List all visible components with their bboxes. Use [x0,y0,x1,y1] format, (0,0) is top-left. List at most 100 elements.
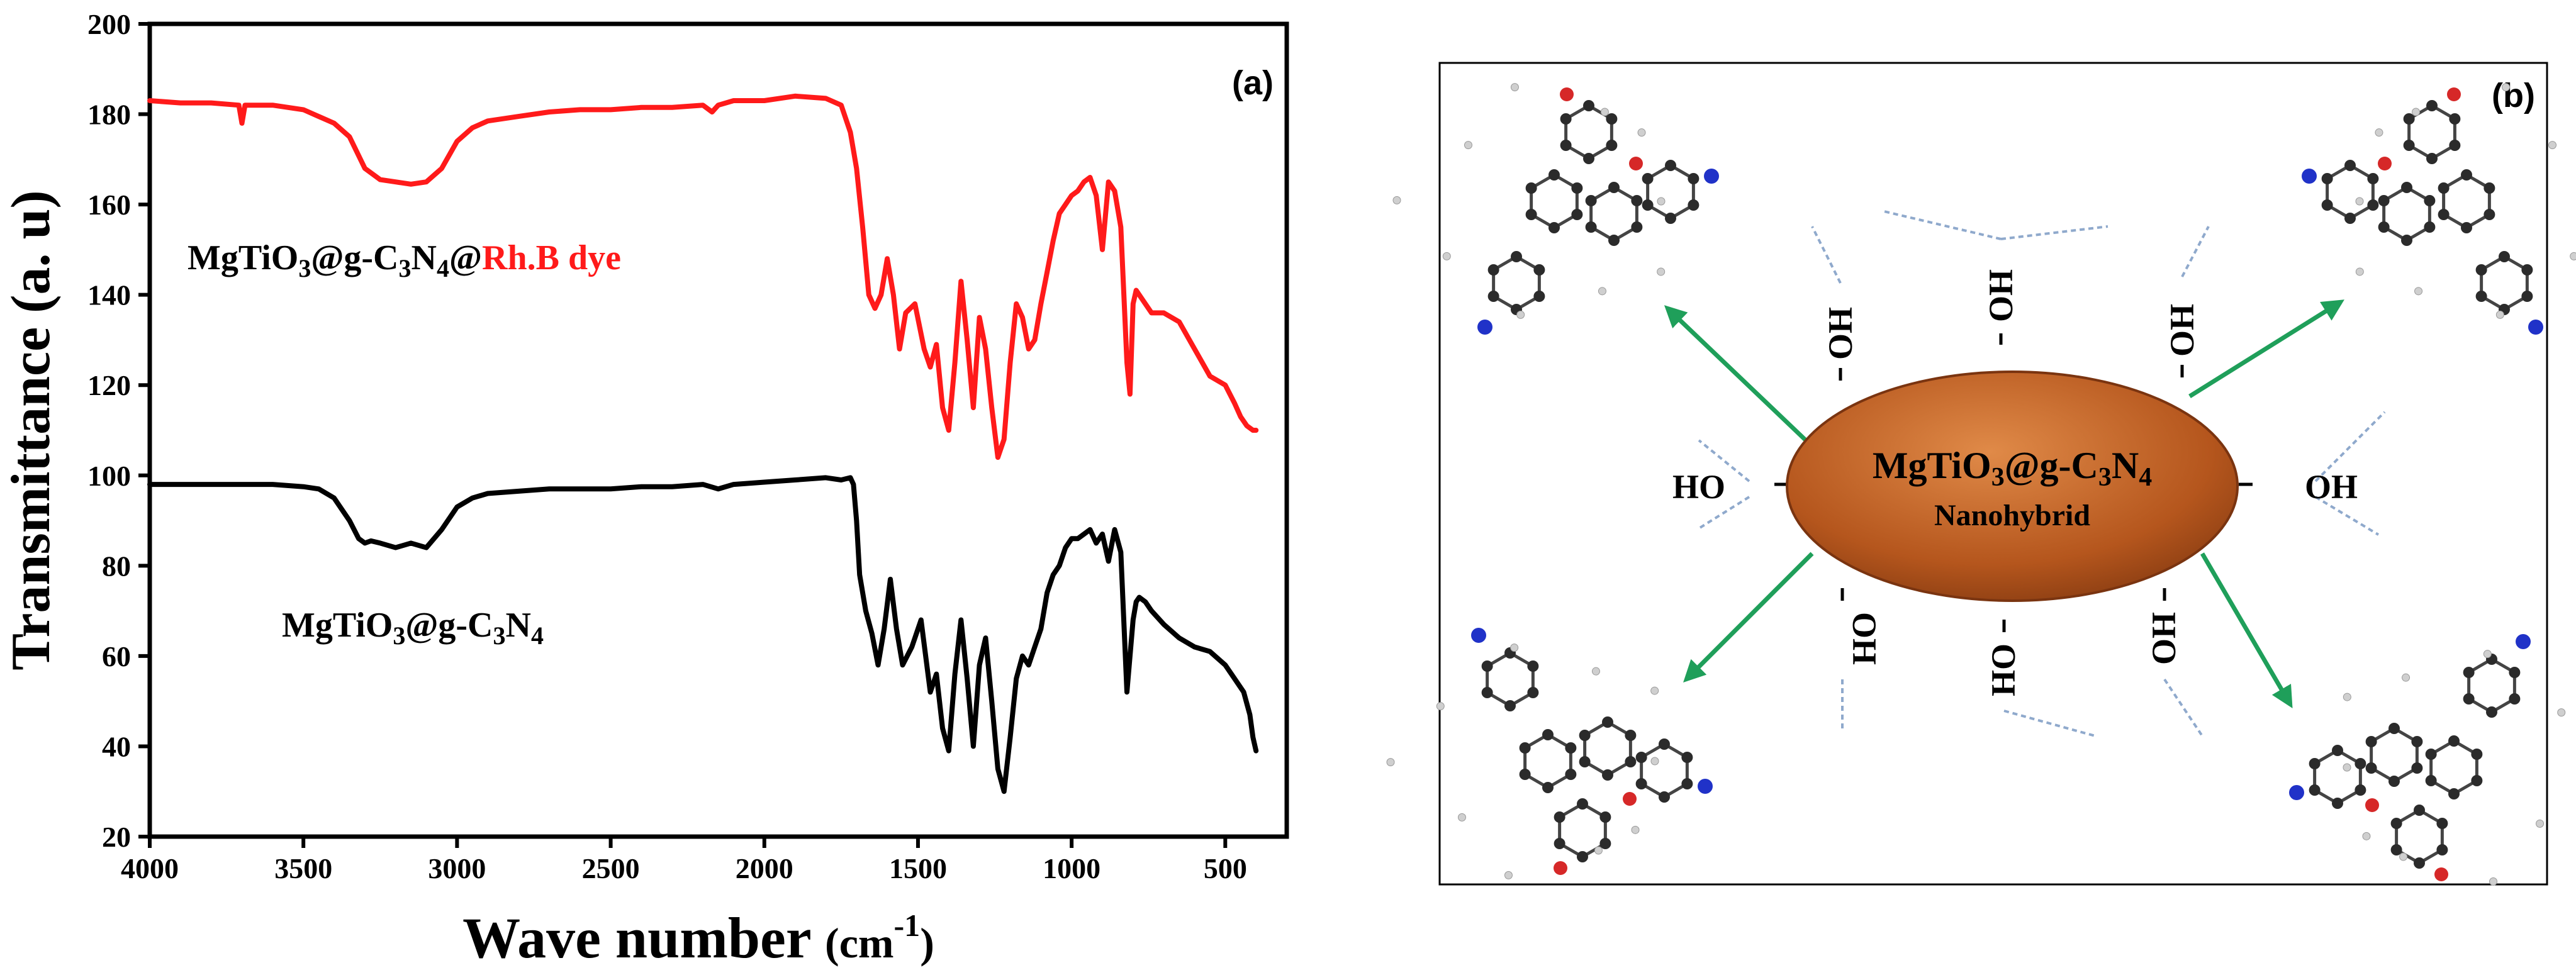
hydrogen-atom [1510,644,1519,652]
carbon-atom [2309,784,2321,796]
hydrogen-atom [2399,852,2408,861]
hydrogen-atom [2355,267,2364,276]
carbon-atom [1560,140,1572,151]
carbon-atom [2438,209,2450,220]
arrow-lower-left [1683,552,1814,682]
nitrogen-atom [2289,785,2304,800]
carbon-atom [1571,209,1583,220]
core-formula-part3: N [2112,445,2139,486]
hydrogen-atom [1594,846,1603,855]
x-tick-label: 4000 [121,852,179,884]
x-axis-title: Wave number (cm-1) [462,906,934,970]
carbon-atom [1542,729,1554,740]
x-tick-label: 2500 [582,852,640,884]
carbon-atom [2425,775,2437,786]
series-label-base-sub2: 3 [493,621,506,650]
carbon-atom [1659,791,1670,803]
hydrogen-atom [2412,108,2421,116]
oxygen-atom [1554,861,1567,875]
oxygen-atom [1560,87,1574,101]
x-axis-title-main: Wave number [462,906,825,970]
carbon-atom [1602,716,1613,728]
carbon-atom [2463,693,2475,705]
carbon-atom [2390,818,2402,829]
series-label-base-part1: MgTiO [282,606,393,645]
hydrogen-atom [2343,763,2351,772]
carbon-atom [2448,735,2460,747]
series-label-base-part2: @g-C [405,606,493,645]
hydrogen-atom [2375,128,2383,137]
carbon-atom [2344,213,2356,224]
series-label-rhb-part1: MgTiO [188,238,298,277]
carbon-atom [1560,113,1572,125]
carbon-atom [1625,730,1637,741]
y-tick-label: 80 [102,550,131,582]
carbon-atom [1579,730,1591,741]
carbon-atom [2388,723,2400,734]
series-lines [147,93,1259,794]
carbon-atom [1681,752,1693,763]
series-label-base-sub1: 3 [393,621,405,650]
series-label-rhb: MgTiO3@g-C3N4@Rh.B dye [188,238,621,282]
hydrogen-atom [1516,310,1525,319]
y-tick-label: 20 [102,821,131,853]
carbon-atom [1631,195,1643,206]
carbon-atom [2521,264,2533,276]
carbon-atom [2414,805,2425,816]
carbon-atom [2484,209,2495,220]
carbon-atom [2436,818,2448,829]
carbon-atom [1583,100,1594,111]
carbon-atom [2438,182,2450,194]
y-axis-ticks: 20 40 60 80 100 120 140 160 180 200 [87,8,150,853]
carbon-atom [1533,264,1545,276]
carbon-atom [2475,291,2487,302]
series-label-rhb-sub3: 4 [437,254,449,282]
carbon-atom [2367,199,2379,211]
carbon-atom [2332,798,2343,809]
carbon-atom [2484,182,2495,194]
carbon-atom [2448,788,2460,800]
carbon-atom [2414,857,2425,869]
x-tick-label: 500 [1204,852,1247,884]
carbon-atom [2509,693,2521,705]
hydrogen-atom [2355,197,2364,206]
y-tick-label: 40 [102,730,131,762]
oxygen-atom [1623,792,1637,806]
x-tick-label: 2000 [736,852,793,884]
carbon-atom [2424,221,2436,233]
carbon-atom [1519,769,1531,780]
series-label-rhb-part4: @ [449,238,482,277]
carbon-atom [1606,113,1618,125]
core-formula-sub1: 3 [1991,463,2005,492]
carbon-atom [2411,736,2423,747]
x-tick-label: 3000 [428,852,486,884]
y-tick-label: 120 [87,369,131,401]
hydrogen-atom [2402,673,2411,682]
hydrogen-atom [1504,871,1513,879]
hydrogen-atom [1392,196,1401,204]
carbon-atom [1659,738,1670,750]
hydrogen-atom [2343,693,2351,701]
carbon-atom [1577,851,1588,862]
hydrogen-atom [1600,108,1609,116]
nitrogen-atom [1698,779,1713,794]
carbon-atom [1606,140,1618,151]
carbon-atom [2425,749,2437,760]
oxygen-atom [2447,87,2461,101]
series-label-rhb-sub1: 3 [298,254,311,282]
carbon-atom [1599,838,1611,849]
carbon-atom [1554,811,1565,823]
carbon-atom [1583,153,1594,164]
carbon-atom [1602,769,1613,781]
oxygen-atom [2378,157,2392,170]
y-tick-label: 140 [87,279,131,311]
hydrogen-atom [1650,686,1659,695]
hydrogen-atom [1631,825,1640,834]
series-label-base: MgTiO3@g-C3N4 [282,606,544,650]
carbon-atom [2390,844,2402,855]
oxygen-atom [1629,157,1643,170]
carbon-atom [1608,182,1620,193]
series-label-rhb-sub2: 3 [399,254,412,282]
hydrogen-atom [1457,813,1466,822]
hydrogen-atom [1650,757,1659,766]
